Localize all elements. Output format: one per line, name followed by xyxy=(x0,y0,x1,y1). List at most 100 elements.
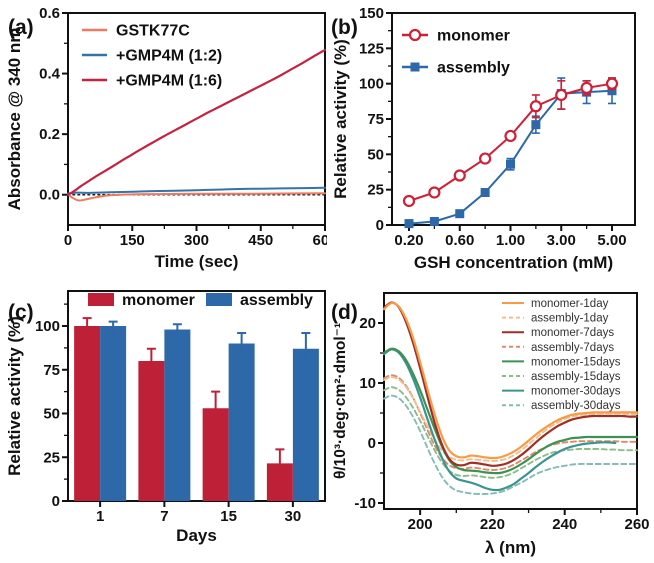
series-assembly-30days xyxy=(383,394,638,496)
error-bar xyxy=(82,317,92,336)
y-tick-label: 75 xyxy=(367,111,384,128)
y-tick-label: 100 xyxy=(359,76,384,93)
series-+GMP4M (1:2) xyxy=(67,186,326,195)
y-tick-label: 0 xyxy=(376,217,384,234)
x-tick-label: 30 xyxy=(285,508,302,525)
bar-assembly-day7 xyxy=(164,329,191,501)
legend-label: monomer-1day xyxy=(531,298,609,310)
legend-label: assembly-1day xyxy=(531,313,609,325)
y-tick-label: 25 xyxy=(367,182,384,199)
error-bar xyxy=(237,332,247,354)
x-tick-label: 450 xyxy=(248,232,273,249)
series-monomer xyxy=(74,317,293,501)
legend-label: monomer-7days xyxy=(531,327,614,339)
chart-a-absorbance-kinetics: 0 150 300 450 600 0.0 0.2 0.4 0.6 GSTK77C +GMP4M (… xyxy=(5,5,327,271)
legend-label: +GMP4M (1:6) xyxy=(116,73,222,90)
plot-frame xyxy=(67,290,326,502)
marker-square xyxy=(455,209,465,219)
bar-assembly-day30 xyxy=(292,348,319,501)
y-tick-label: 50 xyxy=(367,146,384,163)
marker-square xyxy=(506,159,515,169)
bar-monomer-day7 xyxy=(138,361,165,501)
y-tick-label: 0.0 xyxy=(39,187,60,204)
x-axis-label: Time (sec) xyxy=(155,252,239,271)
y-axis-ticks xyxy=(378,322,384,504)
series-monomer-15days xyxy=(382,347,639,475)
marker-square xyxy=(531,120,541,130)
panel-label: (b) xyxy=(331,16,358,39)
x-axis-label: GSH concentration (mM) xyxy=(414,253,613,272)
series-monomer-30days xyxy=(382,348,617,492)
panel-label: (a) xyxy=(8,16,34,39)
legend-label: monomer xyxy=(437,28,510,45)
x-tick-label: 240 xyxy=(552,516,577,533)
legend: GSTK77C +GMP4M (1:2) +GMP4M (1:6) xyxy=(82,23,222,90)
y-tick-label: 100 xyxy=(35,318,60,335)
legend: monomer-1day assembly-1day monomer-7days as… xyxy=(502,298,621,412)
series-monomer-7days xyxy=(382,301,639,467)
legend-label: assembly-15days xyxy=(531,371,621,383)
legend-swatch xyxy=(88,293,114,306)
y-axis-ticks xyxy=(62,303,68,502)
y-tick-label: 0.4 xyxy=(39,66,61,83)
y-tick-label: 150 xyxy=(359,5,384,22)
legend-label: assembly xyxy=(240,292,313,309)
marker-square xyxy=(480,187,490,197)
series-+GMP4M (1:6) xyxy=(66,48,327,196)
bar-monomer-day1 xyxy=(74,326,101,501)
y-axis-ticks xyxy=(62,12,68,196)
y-tick-label: 0.6 xyxy=(39,5,60,22)
marker-circle xyxy=(605,77,619,90)
legend-label: monomer-15days xyxy=(531,356,621,368)
x-tick-label: 1 xyxy=(96,508,104,525)
error-bar xyxy=(275,448,285,474)
x-tick-label: 200 xyxy=(408,516,433,533)
legend-label: monomer xyxy=(122,292,195,309)
x-tick-label: 7 xyxy=(160,508,168,525)
error-bar xyxy=(108,320,118,336)
marker-square xyxy=(607,86,617,96)
y-tick-label: 50 xyxy=(43,406,60,423)
x-tick-label: 220 xyxy=(480,516,505,533)
y-axis-label: Absorbance @ 340 nm xyxy=(5,28,24,211)
x-tick-label: 0.20 xyxy=(394,232,423,249)
bar-assembly-day15 xyxy=(228,343,255,501)
chart-b-gsh-activity-curve: 0.20 0.60 1.00 3.00 5.00 0 25 50 75 100 125 150 mono… xyxy=(331,5,636,272)
marker-square xyxy=(404,219,414,229)
error-bars xyxy=(405,77,616,226)
x-axis-label: Days xyxy=(176,526,217,545)
x-tick-label: 300 xyxy=(184,232,209,249)
y-tick-label: 75 xyxy=(43,362,60,379)
panel-label: (d) xyxy=(331,301,358,324)
marker-circle xyxy=(428,186,441,199)
y-tick-label: 0 xyxy=(368,435,376,452)
y-tick-label: -10 xyxy=(354,495,376,512)
y-axis-label: Relative activity (%) xyxy=(331,39,350,199)
legend-circle-marker xyxy=(408,28,422,42)
plot-frame xyxy=(383,292,638,510)
y-tick-label: 10 xyxy=(359,375,376,392)
legend-label: GSTK77C xyxy=(116,23,190,40)
series-assembly-7days xyxy=(383,374,638,471)
x-tick-label: 0 xyxy=(64,232,72,249)
x-axis-ticks xyxy=(419,509,638,515)
marker-circle xyxy=(580,81,593,95)
legend-swatch xyxy=(206,293,232,306)
x-tick-label: 600 xyxy=(312,232,327,249)
legend-label: assembly-30days xyxy=(531,400,621,412)
x-tick-label: 15 xyxy=(220,508,237,525)
bar-assembly-day1 xyxy=(100,326,127,501)
error-bar xyxy=(301,332,311,359)
x-tick-label: 150 xyxy=(120,232,145,249)
bar-monomer-day15 xyxy=(202,408,229,501)
series-assembly xyxy=(100,320,319,501)
error-bar xyxy=(211,390,221,419)
x-tick-label: 3.00 xyxy=(547,232,576,249)
y-tick-label: 25 xyxy=(43,449,60,466)
legend-label: assembly xyxy=(437,60,510,77)
legend-label: assembly-7days xyxy=(531,342,614,354)
series-assembly xyxy=(404,77,617,229)
legend-square-marker xyxy=(410,62,420,72)
x-axis-label: λ (nm) xyxy=(485,538,536,557)
